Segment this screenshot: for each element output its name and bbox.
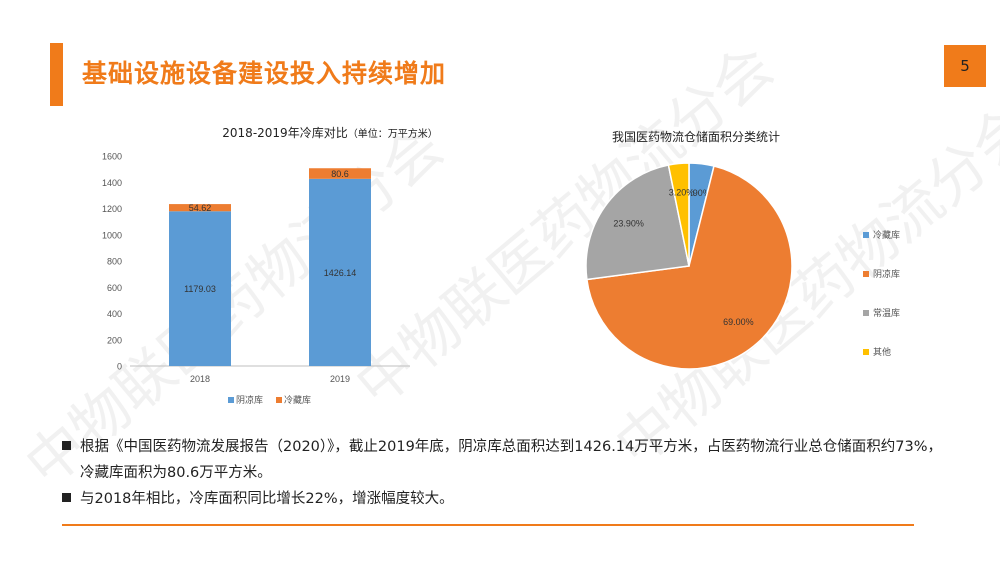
bar-segment: [169, 211, 231, 366]
bar-data-label: 1179.03: [184, 284, 216, 294]
x-tick-label: 2018: [190, 374, 210, 384]
pie-data-label: 3.20%: [669, 188, 695, 198]
y-tick-label: 1400: [102, 178, 122, 188]
pie-data-label: 69.00%: [723, 317, 754, 327]
legend-swatch: [863, 310, 869, 316]
legend-swatch: [863, 232, 869, 238]
bar-data-label: 80.6: [331, 169, 349, 179]
pie-data-label: 3.90%: [685, 188, 711, 198]
pie-slice: [667, 162, 690, 267]
pie-data-label: 23.90%: [613, 218, 644, 228]
title-accent-bar: [50, 43, 63, 106]
y-tick-label: 200: [107, 335, 122, 345]
x-tick-label: 2019: [330, 374, 350, 384]
pie-chart-title: 我国医药物流仓储面积分类统计: [611, 130, 780, 144]
page-number: 5: [944, 45, 986, 87]
legend-swatch: [863, 271, 869, 277]
legend-label: 冷藏库: [284, 394, 311, 406]
legend-label: 阴凉库: [236, 394, 263, 406]
bullet-text: 根据《中国医药物流发展报告（2020）》，截止2019年底，阴凉库总面积达到14…: [80, 439, 942, 481]
legend-swatch: [276, 397, 282, 403]
legend-label: 常温库: [873, 307, 900, 319]
bullet-item: 根据《中国医药物流发展报告（2020）》，截止2019年底，阴凉库总面积达到14…: [62, 434, 942, 486]
bar-data-label: 1426.14: [324, 268, 357, 278]
y-tick-label: 1000: [102, 230, 122, 240]
bullet-square-icon: [62, 486, 74, 512]
y-tick-label: 600: [107, 283, 122, 293]
y-tick-label: 400: [107, 309, 122, 319]
bullet-list: 根据《中国医药物流发展报告（2020）》，截止2019年底，阴凉库总面积达到14…: [62, 434, 942, 512]
legend-label: 阴凉库: [873, 268, 900, 280]
bar-chart-title-unit: （单位：万平方米）: [347, 129, 438, 140]
pie-slice: [585, 164, 690, 281]
bar-segment: [309, 178, 371, 366]
bullet-text: 与2018年相比，冷库面积同比增长22%，增涨幅度较大。: [80, 491, 454, 507]
pie-slice: [586, 165, 793, 370]
bar-segment: [169, 204, 231, 212]
bullet-item: 与2018年相比，冷库面积同比增长22%，增涨幅度较大。: [62, 486, 942, 512]
bar-segment: [309, 168, 371, 179]
y-tick-label: 0: [117, 362, 122, 372]
y-tick-label: 800: [107, 257, 122, 267]
legend-swatch: [863, 349, 869, 355]
bar-data-label: 54.62: [189, 203, 212, 213]
legend-label: 冷藏库: [873, 229, 900, 241]
bullet-square-icon: [62, 434, 74, 486]
y-tick-label: 1600: [102, 152, 122, 162]
legend-swatch: [228, 397, 234, 403]
bar-chart-title-text: 2018-2019年冷库对比: [222, 126, 348, 140]
legend-label: 其他: [873, 346, 891, 358]
y-tick-label: 1200: [102, 204, 122, 214]
bar-chart-title: 2018-2019年冷库对比（单位：万平方米）: [150, 124, 510, 141]
page-title: 基础设施设备建设投入持续增加: [82, 59, 447, 88]
footer-rule: [62, 524, 914, 526]
